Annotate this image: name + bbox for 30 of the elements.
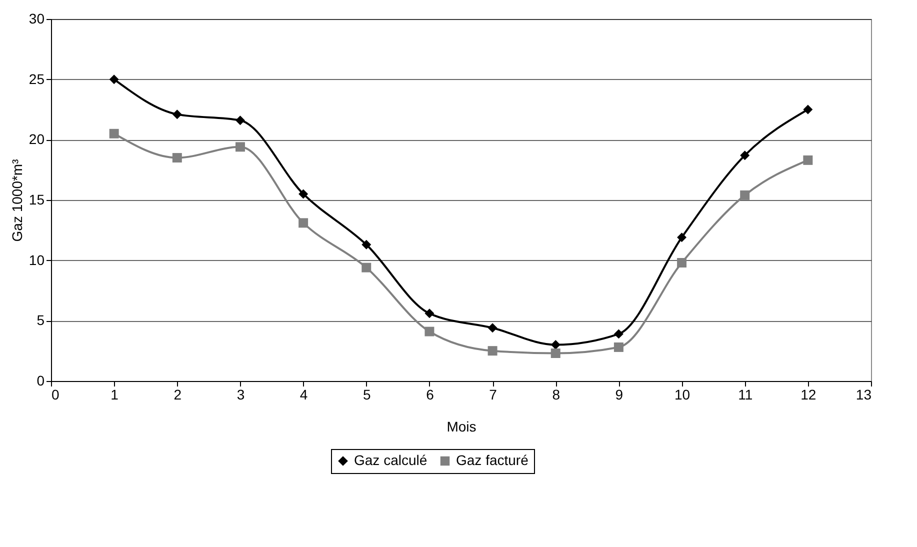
point — [172, 153, 182, 163]
y-tick-label: 25 — [28, 70, 45, 87]
x-tick-label: 4 — [300, 386, 308, 402]
x-tick-label: 6 — [426, 386, 434, 402]
y-tick-label: 5 — [36, 312, 45, 328]
x-axis-title: Mois — [446, 418, 476, 434]
y-tick-label: 10 — [28, 252, 45, 268]
x-tick-label: 8 — [552, 386, 560, 402]
x-tick-label: 5 — [362, 386, 371, 402]
x-tick-label: 9 — [615, 386, 624, 402]
point — [677, 258, 687, 268]
point — [677, 232, 687, 242]
legend-label: Gaz calculé — [354, 452, 428, 468]
x-tick-label: 12 — [800, 386, 816, 402]
x-tick-label: 10 — [674, 386, 690, 402]
x-tick-label: 3 — [236, 386, 245, 402]
x-tick-label: 1 — [110, 386, 119, 402]
y-axis-title: Gaz 1000*m³ — [8, 158, 25, 242]
x-tick-label: 11 — [738, 386, 753, 402]
y-tick-label: 20 — [28, 131, 45, 148]
x-tick-label: 2 — [174, 386, 182, 402]
legend-label: Gaz facturé — [456, 452, 529, 468]
point — [235, 116, 245, 126]
y-tick-label: 30 — [28, 10, 45, 26]
x-tick-label: 0 — [52, 386, 60, 402]
y-tick-label: 15 — [28, 192, 45, 208]
x-tick-label: 7 — [489, 386, 498, 402]
y-tick-label: 0 — [36, 372, 45, 388]
x-tick-label: 13 — [856, 386, 872, 402]
point — [235, 142, 245, 152]
